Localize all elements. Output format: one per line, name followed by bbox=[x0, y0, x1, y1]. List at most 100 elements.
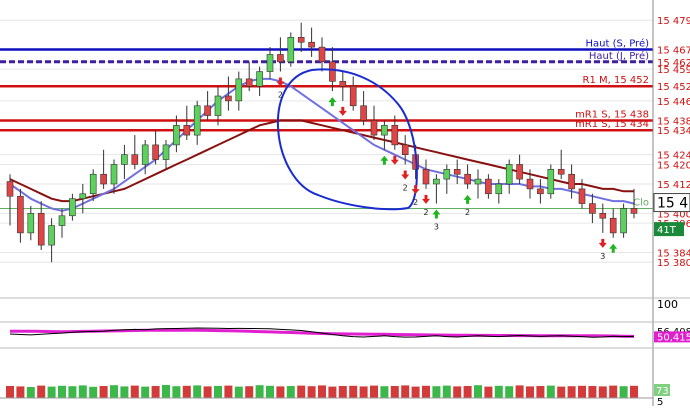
volume-bar bbox=[16, 386, 25, 398]
volume-bar bbox=[442, 385, 451, 398]
candle-body bbox=[58, 215, 66, 226]
candle-body bbox=[516, 164, 523, 180]
volume-bar bbox=[68, 386, 77, 398]
candle-body bbox=[100, 173, 107, 185]
candle-body bbox=[464, 173, 471, 185]
signal-count-label: 3 bbox=[434, 223, 439, 232]
price-tick-label: 15 452 bbox=[657, 82, 690, 93]
volume-bar bbox=[567, 386, 576, 398]
price-tick-label: 15 420 bbox=[657, 160, 690, 171]
candlesticks bbox=[6, 22, 638, 263]
candle-body bbox=[162, 144, 170, 160]
volume-bar bbox=[255, 385, 264, 398]
side-tag-label: 41T bbox=[657, 225, 677, 236]
signal-count-label: 2 bbox=[278, 91, 283, 100]
candle-body bbox=[526, 178, 534, 190]
candle-body bbox=[27, 213, 35, 234]
volume-bar bbox=[432, 386, 441, 398]
volume-bar bbox=[505, 386, 514, 398]
oscillator-tick-label: 50,415 bbox=[657, 332, 690, 343]
candle-body bbox=[360, 105, 367, 121]
candle-body bbox=[152, 144, 159, 160]
volume-bar bbox=[557, 386, 566, 398]
level-label: mR1 S, 15 434 bbox=[575, 119, 649, 130]
candle-body bbox=[453, 169, 461, 175]
price-tick-label: 15 438 bbox=[657, 116, 690, 127]
candle-body bbox=[443, 169, 451, 180]
volume-bar bbox=[401, 385, 410, 398]
volume-bar bbox=[484, 386, 493, 398]
volume-bar bbox=[359, 386, 368, 398]
volume-bar bbox=[546, 385, 555, 398]
candle-body bbox=[589, 203, 596, 214]
volume-bar bbox=[58, 385, 66, 398]
volume-bar bbox=[78, 385, 87, 398]
candle-body bbox=[277, 54, 284, 63]
oscillator-panel: 10056,40850,415 bbox=[9, 298, 690, 343]
sell-signal-arrow bbox=[401, 170, 410, 180]
candle-body bbox=[37, 213, 45, 246]
candle-body bbox=[349, 85, 357, 107]
support-resistance-levels: Haut (S, Pré)Haut (J, Pré) R1 M, 15 452 mR… bbox=[0, 38, 653, 209]
volume-bar bbox=[349, 385, 358, 398]
volume-bar bbox=[494, 385, 503, 398]
volume-bar bbox=[120, 386, 129, 398]
level-label: R1 M, 15 452 bbox=[583, 75, 649, 86]
candle-body bbox=[474, 178, 482, 185]
volume-bar bbox=[474, 385, 482, 398]
volume-bar bbox=[328, 386, 337, 398]
volume-bar bbox=[463, 386, 472, 398]
candle-body bbox=[381, 125, 388, 136]
level-label: mR1 S, 15 438 bbox=[575, 109, 649, 120]
candle-body bbox=[141, 144, 149, 165]
candle-body bbox=[308, 41, 315, 48]
signal-count-label: 2 bbox=[403, 183, 408, 192]
volume-bar bbox=[286, 386, 295, 398]
volume-bar bbox=[370, 385, 378, 398]
volume-bar bbox=[266, 385, 274, 398]
volume-bar bbox=[598, 386, 607, 398]
price-tick-label: 15 412 bbox=[657, 180, 690, 191]
candle-body bbox=[256, 71, 263, 87]
oscillator-tick-label: 100 bbox=[657, 298, 678, 311]
volume-bar bbox=[307, 386, 316, 398]
price-tick-label: 15 459 bbox=[657, 65, 690, 76]
candle-body bbox=[505, 164, 513, 185]
candle-body bbox=[422, 169, 430, 185]
candle-body bbox=[79, 193, 87, 199]
volume-bar bbox=[99, 386, 108, 398]
candle-body bbox=[620, 208, 627, 234]
volume-bar bbox=[151, 386, 160, 398]
volume-bar bbox=[182, 385, 191, 398]
volume-bar bbox=[130, 385, 139, 398]
candle-body bbox=[547, 169, 555, 195]
sell-signal-arrow bbox=[411, 185, 420, 195]
candle-body bbox=[69, 198, 76, 217]
volume-bar bbox=[578, 385, 586, 398]
candle-body bbox=[121, 154, 128, 165]
candle-body bbox=[433, 178, 440, 185]
candle-body bbox=[89, 173, 97, 195]
candle-body bbox=[557, 169, 565, 175]
candle-body bbox=[485, 178, 492, 195]
buy-signal-arrow bbox=[432, 209, 441, 219]
price-tick-label: 15 380 bbox=[657, 258, 690, 269]
oscillator-value-box bbox=[654, 331, 690, 343]
volume-bar bbox=[619, 386, 628, 398]
candle-body bbox=[329, 61, 336, 82]
candle-body bbox=[214, 95, 222, 116]
candle-body bbox=[609, 217, 617, 234]
sell-signal-arrow bbox=[338, 106, 347, 116]
volume-bar bbox=[526, 386, 534, 398]
candle-body bbox=[245, 78, 253, 87]
signal-count-label: 2 bbox=[465, 208, 470, 217]
volume-bar bbox=[26, 387, 35, 398]
volume-bar bbox=[276, 386, 285, 398]
volume-bar bbox=[411, 386, 420, 398]
candle-body bbox=[235, 78, 243, 102]
candle-body bbox=[391, 125, 399, 146]
buy-signal-arrow bbox=[380, 155, 389, 165]
volume-bar bbox=[6, 386, 14, 398]
